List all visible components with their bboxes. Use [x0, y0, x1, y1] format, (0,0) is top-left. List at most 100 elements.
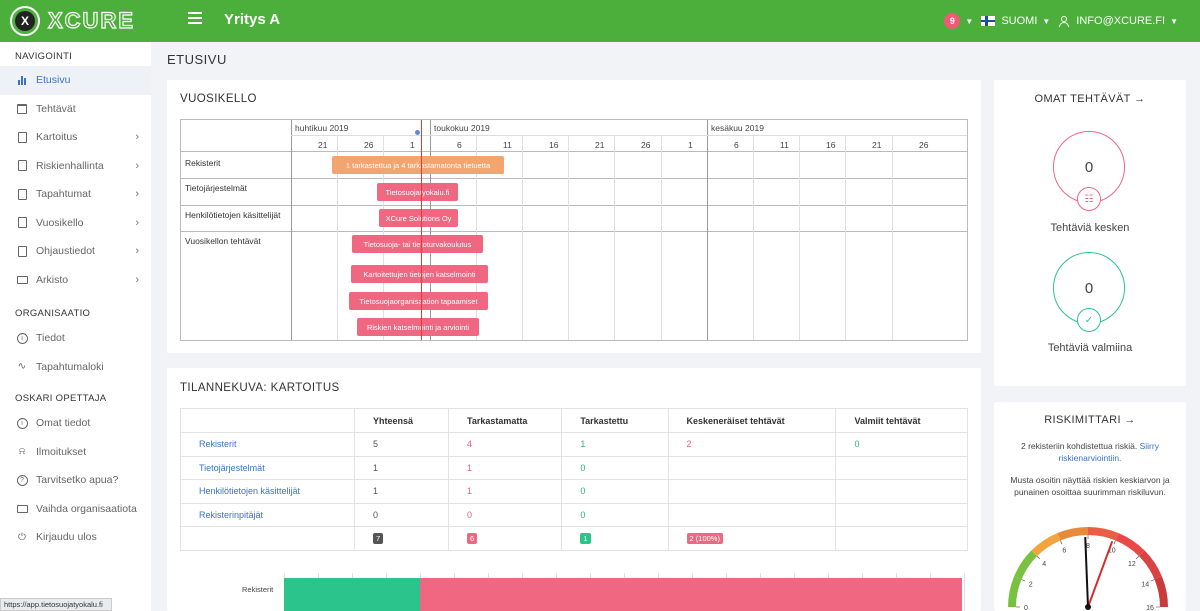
row-link-kasittelijat[interactable]: Henkilötietojen käsittelijät [180, 479, 355, 504]
sidebar-item-label: Tiedot [36, 332, 65, 345]
timeline-day-gridline [892, 135, 893, 340]
sidebar-item-kartoitus[interactable]: Kartoitus › [0, 123, 151, 152]
timeline-month-label: toukokuu 2019 [434, 123, 490, 133]
risk-gauge: 0 2 4 6 8 10 12 14 16 [1008, 527, 1168, 611]
sidebar-item-label: Tehtävät [36, 102, 76, 115]
timeline-month-label: huhtikuu 2019 [295, 123, 349, 133]
timeline-bar-rekisterit[interactable]: 1 tarkastettua ja 4 tarkastamatonta tiet… [332, 156, 504, 174]
timeline-bar-task[interactable]: Tietosuoja- tai tietoturvakoulutus [352, 235, 483, 253]
sidebar-item-tapahtumat[interactable]: Tapahtumat › [0, 180, 151, 209]
sidebar-item-label: Vaihda organisaatiota [36, 502, 137, 515]
sidebar-item-tiedot[interactable]: i Tiedot [0, 324, 151, 353]
cell-unchecked: 1 [448, 479, 563, 504]
cell-total: 5 [353, 432, 450, 457]
risk-assessment-link[interactable]: Siirry riskienarviointiin. [1058, 441, 1159, 463]
cell-unchecked: 0 [448, 502, 563, 527]
column-header: Yhteensä [353, 408, 450, 433]
chevron-down-icon[interactable]: ▼ [1042, 16, 1051, 26]
section-heading-user: OSKARI OPETTAJA [15, 393, 107, 404]
timeline-bar-kasittelija[interactable]: XCure Solutions Oy [379, 209, 458, 227]
logo-mark-letter: X [15, 11, 35, 31]
kartoitus-bar-chart: Rekisterit [180, 573, 980, 611]
sidebar-item-etusivu[interactable]: Etusivu [0, 66, 151, 95]
cell-open-tasks: 2 [667, 432, 837, 457]
user-menu[interactable]: INFO@XCURE.FI [1076, 15, 1166, 27]
table-header-row: Yhteensä Tarkastamatta Tarkastettu Keske… [180, 408, 968, 433]
tasks-in-progress-count: 0 [1084, 158, 1094, 176]
gauge-band [1008, 576, 1022, 608]
sidebar-item-kirjaudu-ulos[interactable]: ⏻ Kirjaudu ulos [0, 523, 151, 552]
sidebar-item-label: Arkisto [36, 273, 69, 286]
sidebar-item-arkisto[interactable]: Arkisto › [0, 266, 151, 295]
column-header [180, 408, 355, 433]
table-row: Tietojärjestelmät 1 1 0 [180, 455, 968, 480]
document-icon [16, 188, 28, 200]
omat-tehtavat-link[interactable]: OMAT TEHTÄVÄT → [1034, 93, 1146, 105]
gauge-tick [1036, 555, 1041, 560]
cell-open-tasks [667, 479, 837, 504]
logo[interactable]: X XCURE [10, 6, 135, 36]
bar-label: Rekisterit [242, 585, 274, 594]
column-header: Tarkastettu [561, 408, 669, 433]
sidebar-item-tapahtumaloki[interactable]: ∿ Tapahtumaloki [0, 353, 151, 382]
sidebar-item-ohjaustiedot[interactable]: Ohjaustiedot › [0, 237, 151, 266]
section-heading-organisation: ORGANISAATIO [15, 308, 91, 319]
document-icon [16, 217, 28, 229]
row-link-rekisterit[interactable]: Rekisterit [180, 432, 355, 457]
gauge-tick-label: 4 [1042, 561, 1046, 568]
sidebar-item-label: Ohjaustiedot [36, 245, 95, 258]
row-link-tietojarjestelmat[interactable]: Tietojärjestelmät [180, 455, 355, 480]
column-header: Tarkastamatta [448, 408, 563, 433]
timeline-day-gridline [845, 135, 846, 340]
chevron-right-icon: › [135, 216, 139, 229]
riskimittari-card: RISKIMITTARI → 2 rekisteriin kohdistettu… [994, 402, 1186, 611]
cell-open-tasks [667, 502, 837, 527]
sidebar-item-label: Kartoitus [36, 131, 78, 144]
gauge-tick-label: 2 [1029, 581, 1033, 588]
chevron-right-icon: › [135, 245, 139, 258]
unchecked-total-badge: 6 [467, 532, 478, 544]
row-link-rekisterinpitajat[interactable]: Rekisterinpitäjät [180, 502, 355, 527]
gauge-band [1031, 533, 1061, 557]
chevron-right-icon: › [135, 273, 139, 286]
sidebar-item-apua[interactable]: ? Tarvitsetko apua? [0, 466, 151, 495]
timeline-day-label: 21 [318, 140, 328, 150]
menu-icon[interactable] [188, 12, 202, 24]
sidebar-item-riskienhallinta[interactable]: Riskienhallinta › [0, 152, 151, 181]
tasks-done-count: 0 [1084, 279, 1094, 297]
sidebar-item-ilmoitukset[interactable]: ⍾ Ilmoitukset [0, 438, 151, 467]
tasks-in-progress-ring: 0 [1053, 131, 1125, 203]
sidebar-item-label: Omat tiedot [36, 417, 91, 430]
riskimittari-link[interactable]: RISKIMITTARI → [1044, 414, 1136, 426]
power-icon: ⏻ [18, 531, 26, 543]
timeline-month-divider [707, 120, 708, 340]
timeline-day-gridline [799, 135, 800, 340]
timeline-bar-task[interactable]: Kartoitettujen tietojen katselmointi [351, 265, 488, 283]
document-icon [16, 245, 28, 257]
row-label-kasittelijat: Henkilötietojen käsittelijät [185, 210, 281, 220]
notification-badge[interactable]: 9 [944, 13, 961, 29]
timeline-day-gridline [661, 135, 662, 340]
cell-unchecked: 4 [448, 432, 563, 457]
sidebar-item-tehtavat[interactable]: Tehtävät [0, 95, 151, 124]
gauge-pivot [1085, 604, 1091, 610]
sidebar-item-vuosikello[interactable]: Vuosikello › [0, 209, 151, 238]
cell-open-tasks [667, 455, 837, 480]
sidebar-item-omat-tiedot[interactable]: i Omat tiedot [0, 409, 151, 438]
open-tasks-total-badge: 2 (100%) [686, 532, 723, 544]
kartoitus-table: Yhteensä Tarkastamatta Tarkastettu Keske… [180, 408, 968, 551]
gauge-band [1057, 527, 1089, 541]
top-bar: X XCURE Yritys A 9 ▼ SUOMI ▼ INFO@XCURE.… [0, 0, 1200, 42]
sidebar-item-label: Riskienhallinta [36, 159, 104, 172]
timeline-bar-task[interactable]: Riskien katselmointi ja arviointi [357, 318, 479, 336]
cell-checked: 1 [561, 432, 669, 457]
sidebar-item-label: Kirjaudu ulos [36, 531, 97, 544]
chevron-right-icon: › [135, 131, 139, 144]
timeline-bar-tietojarjestelmat[interactable]: Tietosuojatyokalu.fi [377, 183, 458, 201]
timeline-bar-task[interactable]: Tietosuojaorganisaation tapaamiset [349, 292, 488, 310]
chevron-down-icon[interactable]: ▼ [1170, 16, 1178, 26]
cell-done-tasks [835, 455, 968, 480]
sidebar-item-vaihda-organisaatiota[interactable]: Vaihda organisaatiota [0, 495, 151, 524]
chevron-down-icon[interactable]: ▼ [965, 16, 974, 26]
language-selector[interactable]: SUOMI [1001, 15, 1038, 27]
